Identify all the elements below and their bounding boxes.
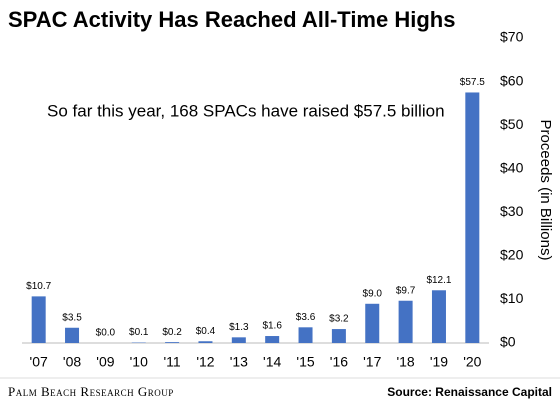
value-label: $0.1 bbox=[129, 327, 149, 338]
y-tick-label: $30 bbox=[500, 203, 524, 219]
y-axis-label: Proceeds (in Billions) bbox=[537, 120, 554, 261]
x-tick-label: '11 bbox=[163, 354, 180, 370]
annotation: So far this year, 168 SPACs have raised … bbox=[47, 101, 445, 120]
bar bbox=[198, 341, 213, 343]
bar bbox=[31, 296, 46, 343]
x-tick-label: '07 bbox=[30, 354, 48, 370]
value-label: $1.6 bbox=[262, 321, 282, 332]
x-tick-label: '18 bbox=[396, 354, 414, 370]
x-tick-label: '16 bbox=[330, 354, 348, 370]
bar bbox=[298, 327, 313, 343]
value-label: $3.6 bbox=[296, 312, 316, 323]
value-label: $0.0 bbox=[96, 328, 116, 339]
x-tick-label: '12 bbox=[196, 354, 214, 370]
value-label: $0.4 bbox=[196, 326, 216, 337]
value-label: $57.5 bbox=[460, 77, 485, 88]
y-tick-label: $50 bbox=[500, 116, 524, 132]
chart-title: SPAC Activity Has Reached All-Time Highs bbox=[8, 7, 455, 32]
bar bbox=[165, 342, 180, 343]
value-label: $9.0 bbox=[363, 288, 383, 299]
value-label: $3.5 bbox=[62, 312, 82, 323]
value-label: $10.7 bbox=[26, 281, 51, 292]
x-tick-label: '09 bbox=[96, 354, 114, 370]
source: Source: Renaissance Capital bbox=[387, 385, 552, 399]
y-tick-label: $10 bbox=[500, 290, 524, 306]
bar bbox=[398, 300, 413, 343]
x-tick-label: '13 bbox=[230, 354, 248, 370]
bar bbox=[365, 303, 380, 343]
x-tick-label: '20 bbox=[463, 354, 481, 370]
bar bbox=[465, 92, 480, 343]
bar bbox=[231, 337, 246, 343]
y-tick-label: $0 bbox=[500, 334, 516, 350]
value-label: $12.1 bbox=[426, 275, 451, 286]
bar bbox=[331, 329, 346, 343]
x-tick-label: '08 bbox=[63, 354, 81, 370]
value-label: $3.2 bbox=[329, 314, 349, 325]
bar bbox=[65, 327, 80, 343]
value-label: $0.2 bbox=[162, 327, 182, 338]
x-tick-label: '19 bbox=[430, 354, 448, 370]
y-tick-label: $70 bbox=[500, 29, 524, 45]
value-label: $1.3 bbox=[229, 322, 249, 333]
x-tick-label: '15 bbox=[296, 354, 314, 370]
y-tick-label: $40 bbox=[500, 159, 524, 175]
bar bbox=[431, 290, 446, 343]
x-tick-label: '14 bbox=[263, 354, 281, 370]
footer-brand: Palm Beach Research Group bbox=[8, 384, 174, 399]
bar bbox=[265, 336, 280, 343]
y-tick-label: $20 bbox=[500, 247, 524, 263]
value-label: $9.7 bbox=[396, 285, 416, 296]
x-tick-label: '10 bbox=[130, 354, 148, 370]
y-tick-label: $60 bbox=[500, 72, 524, 88]
x-tick-label: '17 bbox=[363, 354, 381, 370]
